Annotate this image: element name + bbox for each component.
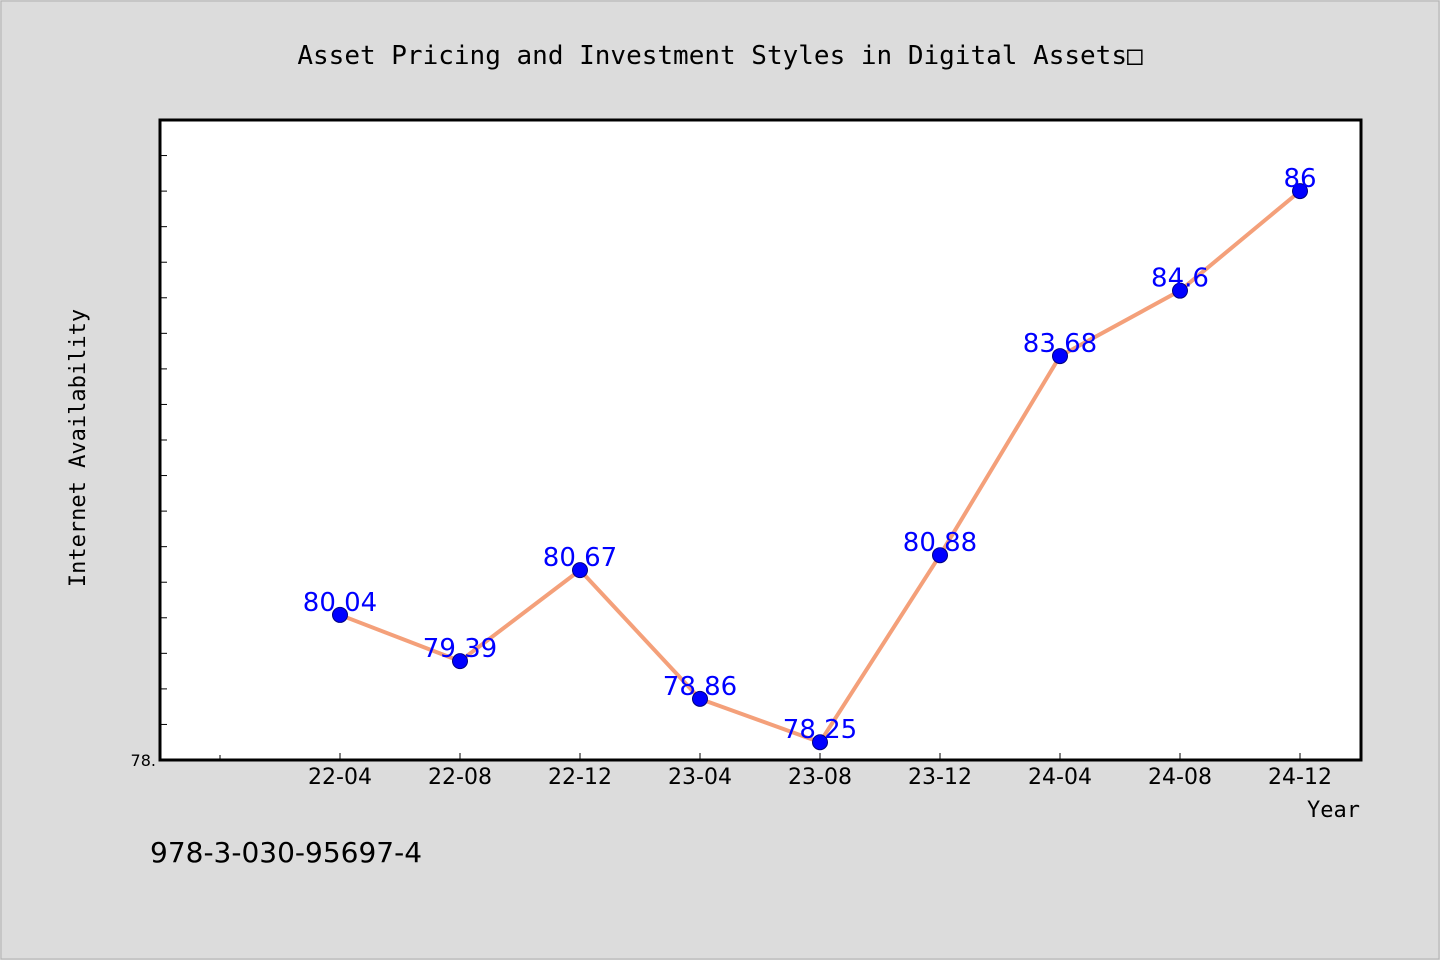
x-tick-label: 23-04 [668, 765, 732, 790]
data-point [932, 547, 948, 564]
data-point [812, 734, 828, 751]
data-point [692, 690, 708, 707]
x-tick-label: 23-08 [788, 765, 852, 790]
y-axis-ticks: 78. [131, 155, 167, 770]
plot-area [158, 118, 1363, 762]
data-point [452, 653, 468, 670]
data-point [1292, 183, 1308, 200]
data-label: 78.86 [663, 672, 737, 702]
data-labels: 80.04 79.39 80.67 78.86 78.25 80.88 83.68 84.6 8… [303, 164, 1317, 745]
data-label: 80.04 [303, 588, 377, 618]
footer-isbn: 978-3-030-95697-4 [150, 836, 422, 869]
data-points [332, 183, 1308, 751]
x-axis-ticks: 22-04 22-08 22-12 23-04 23-08 23-12 24-04 24-08… [219, 753, 1332, 790]
data-label: 84.6 [1151, 264, 1209, 294]
y-axis-title: Internet Availability [66, 309, 91, 587]
x-tick-label: 24-12 [1268, 765, 1332, 790]
x-tick-label: 22-12 [548, 765, 612, 790]
data-label: 83.68 [1023, 329, 1097, 359]
x-tick-label: 24-04 [1028, 765, 1092, 790]
data-label: 79.39 [423, 634, 497, 664]
data-label: 86 [1283, 164, 1316, 194]
data-label: 80.67 [543, 543, 617, 573]
chart-title: Asset Pricing and Investment Styles in D… [297, 41, 1143, 71]
data-label: 80.88 [903, 528, 977, 558]
data-point [1172, 282, 1188, 299]
y-tick-label: 78. [131, 751, 156, 770]
x-tick-label: 23-12 [908, 765, 972, 790]
data-point [1052, 348, 1068, 365]
x-tick-label: 22-08 [428, 765, 492, 790]
data-point [572, 562, 588, 579]
data-label: 78.25 [783, 715, 857, 745]
x-tick-label: 22-04 [308, 765, 372, 790]
x-axis-title: Year [1307, 798, 1360, 823]
x-tick-label: 24-08 [1148, 765, 1212, 790]
data-point [332, 606, 348, 623]
